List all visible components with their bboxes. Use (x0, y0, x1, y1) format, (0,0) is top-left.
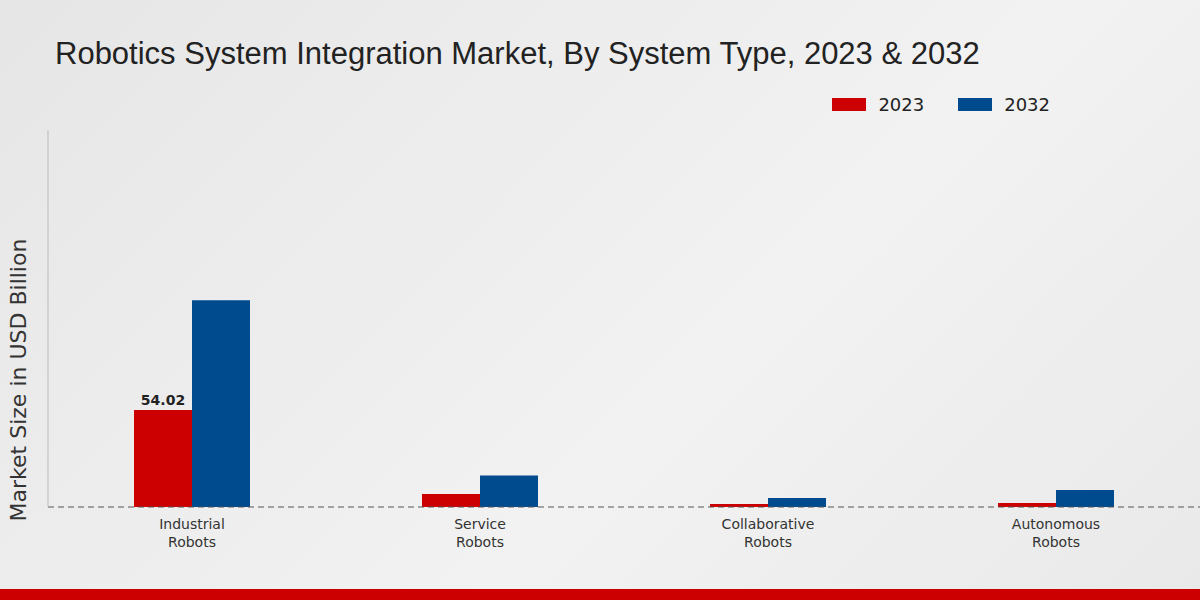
html-text:2032: 2032 (1004, 94, 1050, 115)
html-text:Market Size in USD Billion: Market Size in USD Billion (5, 238, 31, 522)
svg-text:ServiceRobots: ServiceRobots (454, 516, 506, 550)
svg-text:54.02: 54.02 (141, 392, 185, 408)
svg-text:CollaborativeRobots: CollaborativeRobots (722, 516, 815, 550)
svg-text:AutonomousRobots: AutonomousRobots (1012, 516, 1100, 550)
svg-text:IndustrialRobots: IndustrialRobots (159, 516, 225, 550)
html-text:Robotics System Integration Ma: Robotics System Integration Market, By S… (55, 36, 980, 71)
html-text:2023: 2023 (878, 94, 925, 115)
